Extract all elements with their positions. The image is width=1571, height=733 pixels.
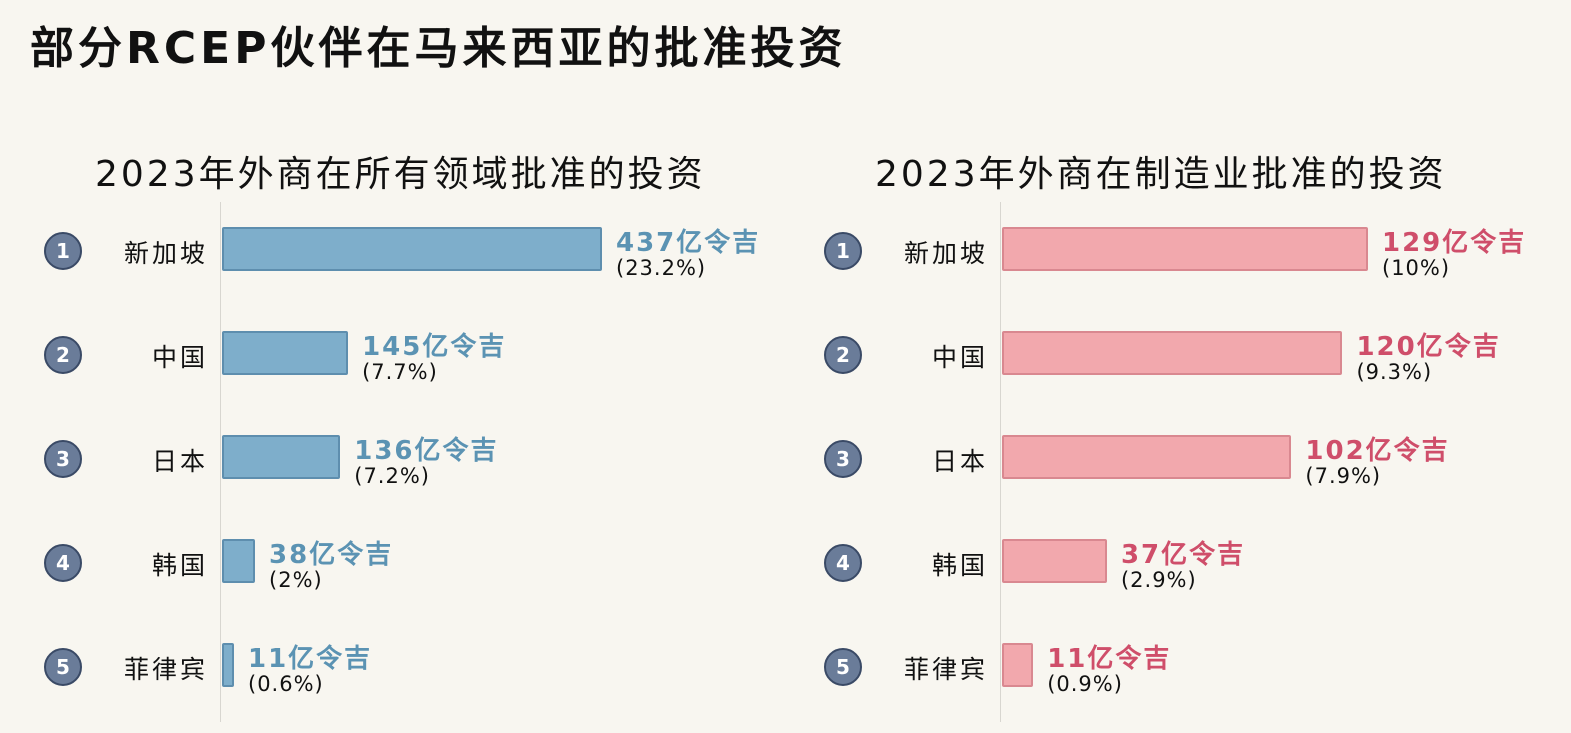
bar-row: 2 中国 120亿令吉 (9.3%) bbox=[780, 326, 1540, 406]
value-label: 102亿令吉 bbox=[1305, 436, 1450, 466]
rank-badge: 4 bbox=[44, 544, 82, 582]
bar-row: 3 日本 136亿令吉 (7.2%) bbox=[0, 430, 760, 510]
percent-label: (2%) bbox=[269, 568, 323, 592]
bar bbox=[222, 227, 602, 271]
category-label: 中国 bbox=[151, 343, 208, 372]
bar-row: 2 中国 145亿令吉 (7.7%) bbox=[0, 326, 760, 406]
bar bbox=[1002, 435, 1292, 479]
percent-label: (7.9%) bbox=[1305, 464, 1382, 488]
bar bbox=[1002, 227, 1368, 271]
percent-label: (0.9%) bbox=[1047, 672, 1123, 696]
value-label: 38亿令吉 bbox=[269, 540, 394, 570]
rank-badge: 2 bbox=[44, 336, 82, 374]
percent-label: (2.9%) bbox=[1120, 568, 1197, 592]
category-label: 韩国 bbox=[151, 551, 208, 580]
rank-badge: 5 bbox=[44, 648, 82, 686]
chart-manufacturing: 2023年外商在制造业批准的投资 1 新加坡 129亿令吉 (10%) 2 中国 120亿令… bbox=[780, 140, 1540, 730]
rank-badge: 4 bbox=[824, 544, 862, 582]
value-label: 120亿令吉 bbox=[1356, 332, 1501, 362]
bar bbox=[222, 643, 234, 687]
value-label: 11亿令吉 bbox=[1047, 644, 1172, 674]
bar bbox=[1002, 331, 1343, 375]
rank-badge: 1 bbox=[824, 232, 862, 270]
bar-row: 4 韩国 37亿令吉 (2.9%) bbox=[780, 534, 1540, 614]
page-title: 部分RCEP伙伴在马来西亚的批准投资 bbox=[30, 23, 847, 74]
rank-badge: 2 bbox=[824, 336, 862, 374]
bar-row: 1 新加坡 129亿令吉 (10%) bbox=[780, 222, 1540, 302]
bar-row: 1 新加坡 437亿令吉 (23.2%) bbox=[0, 222, 760, 302]
category-label: 中国 bbox=[931, 343, 988, 372]
bar-row: 4 韩国 38亿令吉 (2%) bbox=[0, 534, 760, 614]
category-label: 菲律宾 bbox=[123, 655, 208, 684]
rank-badge: 5 bbox=[824, 648, 862, 686]
percent-label: (23.2%) bbox=[616, 256, 707, 280]
chart-title: 2023年外商在制造业批准的投资 bbox=[875, 154, 1447, 195]
category-label: 新加坡 bbox=[903, 239, 988, 268]
rank-badge: 3 bbox=[44, 440, 82, 478]
percent-label: (7.2%) bbox=[354, 464, 430, 488]
category-label: 菲律宾 bbox=[903, 655, 988, 684]
bar bbox=[222, 539, 256, 583]
value-label: 437亿令吉 bbox=[616, 228, 761, 258]
bar bbox=[222, 331, 349, 375]
percent-label: (7.7%) bbox=[362, 360, 438, 384]
bar-row: 5 菲律宾 11亿令吉 (0.6%) bbox=[0, 638, 760, 718]
value-label: 136亿令吉 bbox=[354, 436, 499, 466]
rank-badge: 1 bbox=[44, 232, 82, 270]
bar-row: 5 菲律宾 11亿令吉 (0.9%) bbox=[780, 638, 1540, 718]
percent-label: (0.6%) bbox=[248, 672, 324, 696]
value-label: 129亿令吉 bbox=[1382, 228, 1527, 258]
chart-title: 2023年外商在所有领域批准的投资 bbox=[95, 154, 706, 195]
axis-line bbox=[1000, 202, 1001, 722]
bar bbox=[222, 435, 341, 479]
category-label: 新加坡 bbox=[123, 239, 208, 268]
bar bbox=[1002, 643, 1034, 687]
chart-all-sectors: 2023年外商在所有领域批准的投资 1 新加坡 437亿令吉 (23.2%) 2 中国 14… bbox=[0, 140, 760, 730]
bar-row: 3 日本 102亿令吉 (7.9%) bbox=[780, 430, 1540, 510]
value-label: 37亿令吉 bbox=[1120, 540, 1246, 570]
value-label: 11亿令吉 bbox=[248, 644, 373, 674]
value-label: 145亿令吉 bbox=[362, 332, 507, 362]
category-label: 日本 bbox=[931, 447, 988, 476]
category-label: 韩国 bbox=[931, 551, 988, 580]
bar bbox=[1002, 539, 1107, 583]
rank-badge: 3 bbox=[824, 440, 862, 478]
percent-label: (9.3%) bbox=[1356, 360, 1433, 384]
axis-line bbox=[220, 202, 221, 722]
percent-label: (10%) bbox=[1382, 256, 1451, 280]
category-label: 日本 bbox=[151, 447, 208, 476]
